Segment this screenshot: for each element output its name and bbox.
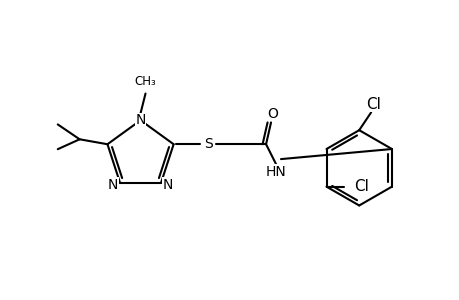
Text: S: S — [204, 137, 213, 151]
Text: Cl: Cl — [365, 97, 380, 112]
Text: HN: HN — [265, 165, 286, 179]
Text: N: N — [135, 113, 146, 127]
Text: N: N — [162, 178, 173, 192]
Text: Cl: Cl — [353, 179, 369, 194]
Text: CH₃: CH₃ — [134, 75, 156, 88]
Text: N: N — [108, 178, 118, 192]
Text: O: O — [267, 106, 278, 121]
